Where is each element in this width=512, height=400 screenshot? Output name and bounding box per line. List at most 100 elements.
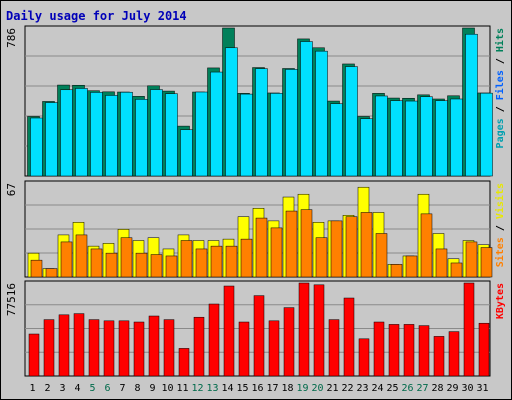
files-bar — [315, 50, 328, 177]
panel-kbytes: 77516 KBytes — [5, 280, 506, 377]
legend-part: / — [495, 100, 506, 118]
files-bar — [375, 95, 388, 177]
x-tick-label: 18 — [281, 383, 293, 394]
files-bar — [150, 89, 163, 177]
kbytes-bar — [268, 320, 280, 377]
kbytes-bar — [208, 303, 220, 377]
x-tick-label: 30 — [461, 383, 473, 394]
sites-bar — [420, 213, 433, 278]
sites-bar — [390, 264, 403, 278]
legend-label: KBytes — [495, 283, 506, 319]
panel-visits-sites: 67 Sites / Visits — [5, 180, 506, 278]
x-tick-label: 13 — [206, 383, 218, 394]
files-bar — [225, 47, 238, 177]
files-bar — [195, 91, 208, 177]
sites-bar — [255, 217, 268, 278]
legend-part: KBytes — [495, 283, 506, 319]
sites-bar — [300, 209, 313, 278]
sites-bar — [285, 210, 298, 278]
kbytes-bar — [418, 325, 430, 377]
sites-bar — [375, 233, 388, 278]
files-bar — [450, 98, 463, 177]
files-bar — [90, 92, 103, 177]
sites-bar — [45, 268, 58, 278]
x-tick-label: 11 — [176, 383, 188, 394]
x-tick-label: 21 — [326, 383, 338, 394]
sites-bar — [105, 252, 118, 278]
sites-bar — [450, 262, 463, 278]
x-tick-label: 22 — [341, 383, 353, 394]
files-bar — [180, 129, 193, 177]
sites-bar — [210, 245, 223, 278]
sites-bar — [435, 248, 448, 278]
legend-part: Files — [494, 70, 506, 100]
kbytes-bar — [28, 333, 40, 377]
sites-bar — [180, 240, 193, 278]
x-tick-label: 4 — [74, 383, 80, 394]
y-max-label: 67 — [5, 183, 18, 196]
chart-title: Daily usage for July 2014 — [6, 9, 187, 23]
x-tick-label: 24 — [371, 383, 383, 394]
legend-label: Sites / Visits — [494, 183, 506, 267]
files-bar — [60, 89, 73, 177]
sites-bar — [135, 252, 148, 278]
sites-bar — [150, 254, 163, 278]
sites-bar — [225, 245, 238, 278]
kbytes-bar — [133, 321, 145, 377]
sites-bar — [345, 216, 358, 278]
sites-bar — [360, 212, 373, 278]
x-tick-label: 25 — [386, 383, 398, 394]
x-tick-label: 23 — [356, 383, 368, 394]
x-tick-label: 28 — [431, 383, 443, 394]
y-max-label: 786 — [5, 28, 18, 48]
sites-bar — [30, 259, 43, 278]
x-tick-label: 19 — [296, 383, 308, 394]
files-bar — [255, 68, 268, 177]
files-bar — [210, 71, 223, 177]
x-tick-label: 2 — [44, 383, 50, 394]
x-tick-label: 31 — [476, 383, 488, 394]
x-tick-label: 8 — [134, 383, 140, 394]
x-tick-label: 17 — [266, 383, 278, 394]
kbytes-bar — [478, 322, 490, 377]
panel-hits-files: 786 Pages / Files / Hits — [5, 25, 506, 177]
x-tick-label: 12 — [191, 383, 203, 394]
kbytes-bar — [43, 319, 55, 377]
kbytes-bar — [448, 331, 460, 377]
x-tick-label: 15 — [236, 383, 248, 394]
files-bar — [105, 95, 118, 177]
x-axis-labels: 1 2 3 4 5 6 7 8 9 10 11 12 13 14 15 16 17 18 19 20 21 22 23 24 2… — [29, 383, 488, 394]
files-bar — [240, 93, 253, 177]
legend-label: Pages / Files / Hits — [494, 28, 506, 148]
x-tick-label: 10 — [161, 383, 173, 394]
x-tick-label: 27 — [416, 383, 428, 394]
sites-bar — [75, 234, 88, 278]
kbytes-bar — [253, 295, 265, 377]
x-tick-label: 7 — [119, 383, 125, 394]
legend-part: / — [495, 52, 506, 70]
kbytes-bar — [103, 320, 115, 377]
x-tick-label: 16 — [251, 383, 263, 394]
kbytes-bar — [73, 313, 85, 377]
files-bar — [45, 102, 58, 177]
kbytes-bar — [58, 314, 70, 377]
x-tick-label: 3 — [59, 383, 65, 394]
files-bar — [285, 69, 298, 177]
files-bar — [390, 100, 403, 177]
sites-bar — [315, 237, 328, 278]
kbytes-bar — [328, 319, 340, 377]
legend-part: Visits — [494, 183, 506, 219]
kbytes-bar — [403, 324, 415, 377]
files-bar — [405, 100, 418, 177]
files-bar — [75, 88, 88, 177]
files-bar — [135, 99, 148, 177]
sites-bar — [195, 248, 208, 278]
x-tick-label: 29 — [446, 383, 458, 394]
kbytes-bar — [388, 324, 400, 377]
kbytes-bar — [178, 348, 190, 377]
files-bar — [30, 117, 43, 177]
kbytes-bar — [283, 307, 295, 377]
kbytes-bar — [463, 282, 475, 377]
kbytes-bar — [313, 284, 325, 377]
